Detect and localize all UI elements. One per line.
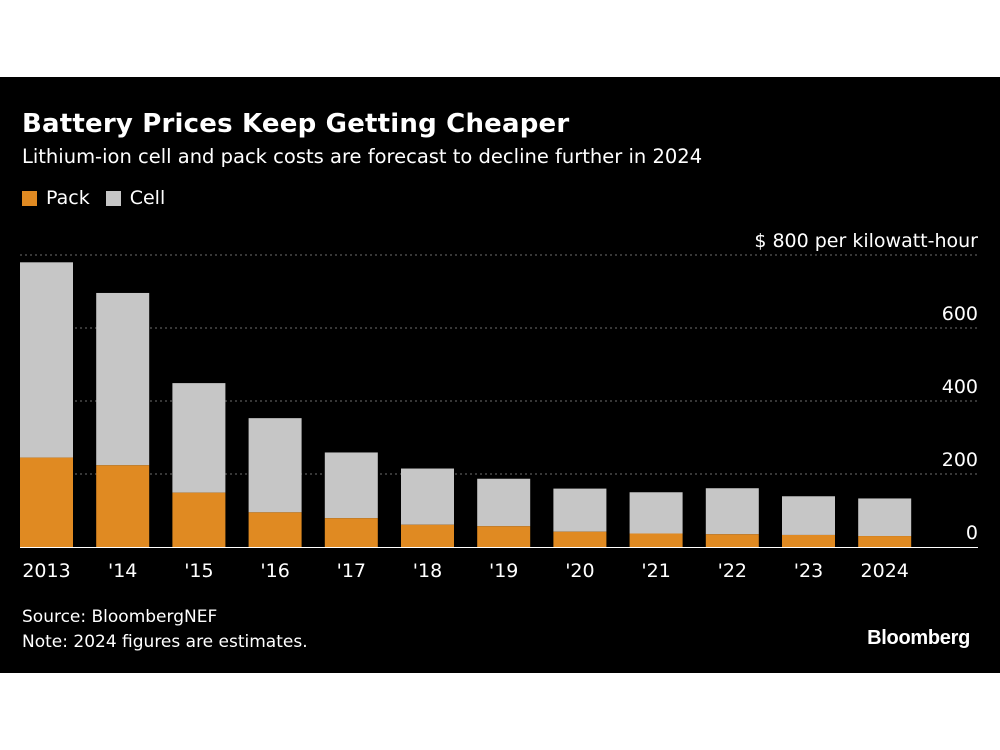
legend-item-pack: Pack [22,187,90,209]
bar-cell [705,488,759,535]
bar-pack [96,465,150,547]
bar-cell [324,452,378,519]
bar-pack [477,526,531,547]
chart-title: Battery Prices Keep Getting Cheaper [22,109,570,139]
bar-cell [248,418,302,513]
y-tick-label: 600 [942,303,978,325]
x-tick-label: '17 [337,560,366,582]
note-text: Note: 2024 figures are estimates. [22,632,308,652]
bar-chart: 0 200 400 600 $ 800 per kilowatt-hour 2013 '14… [20,230,978,582]
x-tick-label: '18 [413,560,442,582]
y-tick-label: 0 [966,522,978,544]
x-tick-label: '19 [489,560,518,582]
x-tick-label: '14 [108,560,137,582]
bar-cell [629,492,683,534]
bar-pack [553,531,607,547]
legend-swatch-cell [105,190,121,206]
y-tick-label: 400 [942,376,978,398]
chart-subtitle: Lithium-ion cell and pack costs are fore… [22,145,703,168]
bar-cell [782,496,835,535]
y-tick-label: $ 800 per kilowatt-hour [754,230,978,252]
bar-cell [477,478,531,527]
bar-cell [858,498,912,537]
legend-swatch-pack [22,190,37,206]
bar-cell [96,292,150,466]
x-tick-label: '20 [565,560,594,582]
source-text: Source: BloombergNEF [22,607,218,627]
legend-item-cell: Cell [105,187,166,209]
bar-pack [705,534,759,547]
bar-pack [629,533,683,547]
bar-cell [553,488,607,532]
bar-cell [20,262,73,458]
bar-pack [401,524,454,547]
bar-pack [858,536,912,547]
bloomberg-logo: Bloomberg [867,627,970,649]
bar-cell [172,383,226,493]
x-tick-label: '22 [718,560,747,582]
x-tick-label: '16 [260,560,289,582]
x-tick-label: '21 [641,560,670,582]
x-tick-label: 2024 [861,560,909,582]
bar-pack [324,518,378,547]
legend-label-cell: Cell [129,187,166,209]
legend-label-pack: Pack [46,187,90,209]
bar-cell [401,468,454,525]
chart-card: Battery Prices Keep Getting Cheaper Lith… [0,77,1000,673]
bar-pack [172,492,226,547]
x-tick-label: '23 [794,560,823,582]
y-tick-label: 200 [942,449,978,471]
x-tick-label: 2013 [22,560,70,582]
bar-pack [782,534,835,547]
bar-pack [20,457,73,547]
x-tick-label: '15 [184,560,213,582]
legend: Pack Cell [22,187,181,209]
bar-pack [248,512,302,547]
